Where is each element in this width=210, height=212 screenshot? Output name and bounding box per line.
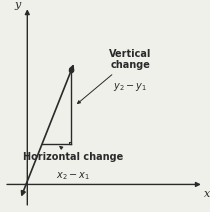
Text: $x_2 - x_1$: $x_2 - x_1$ xyxy=(56,170,91,182)
Text: Vertical
change: Vertical change xyxy=(77,49,151,103)
Text: Horizontal change: Horizontal change xyxy=(23,146,124,162)
Text: x: x xyxy=(204,189,210,199)
Text: $y_2 - y_1$: $y_2 - y_1$ xyxy=(113,81,147,93)
Text: y: y xyxy=(15,0,21,10)
